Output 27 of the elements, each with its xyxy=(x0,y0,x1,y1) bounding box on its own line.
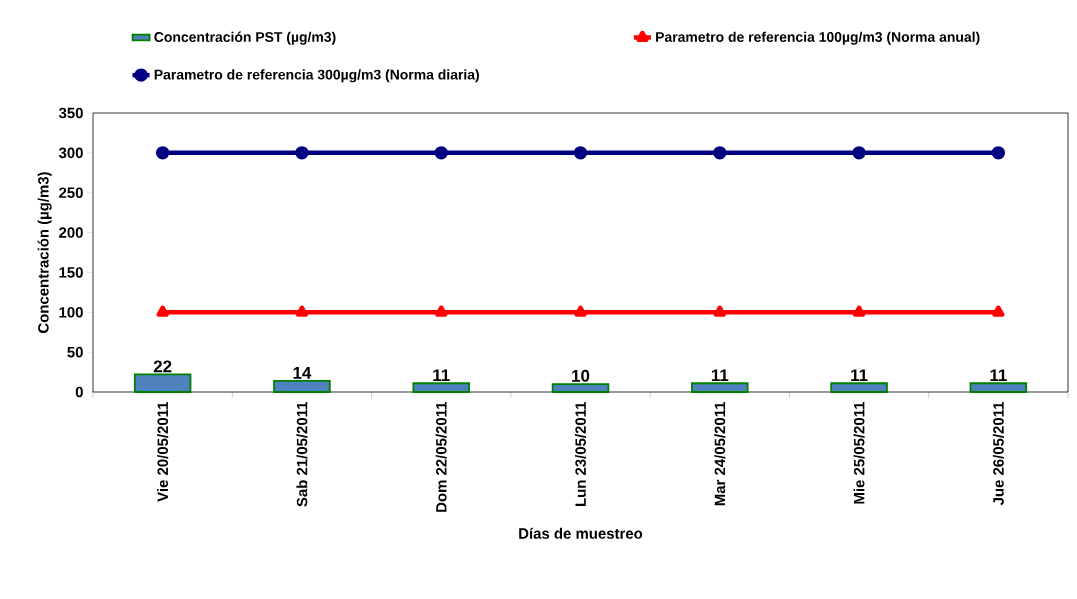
x-tick-label: Mie 25/05/2011 xyxy=(853,401,865,504)
legend-label: Parametro de referencia 100µg/m3 (Norma anual) xyxy=(656,31,980,45)
x-tick-label: Jue 26/05/2011 xyxy=(992,401,1004,506)
legend-label: Concentración PST (µg/m3) xyxy=(154,31,336,45)
y-tick-label: 100 xyxy=(59,306,83,318)
x-tick-label: Lun 23/05/2011 xyxy=(574,401,587,507)
y-axis-title: Concentración (µg/m3) xyxy=(37,172,52,333)
data-label: 10 xyxy=(572,369,590,382)
y-tick-label: 300 xyxy=(58,147,83,159)
x-tick-label: Sab 21/05/2011 xyxy=(296,401,308,507)
y-tick-label: 0 xyxy=(75,386,83,398)
y-tick-label: 200 xyxy=(59,227,83,238)
legend-label: Parametro de referencia 300µg/m3 (Norma diaria) xyxy=(154,69,479,83)
data-label: 14 xyxy=(293,366,312,379)
data-label: 11 xyxy=(433,369,450,382)
data-label: 22 xyxy=(153,360,172,373)
x-axis-title: Días de muestreo xyxy=(519,527,643,539)
y-tick-label: 250 xyxy=(59,187,83,198)
y-tick-label: 350 xyxy=(58,107,83,119)
y-tick-label: 150 xyxy=(59,267,83,278)
x-tick-label: Dom 22/05/2011 xyxy=(435,401,447,512)
x-tick-label: Mar 24/05/2011 xyxy=(714,401,726,506)
data-label: 11 xyxy=(851,369,868,382)
data-label: 11 xyxy=(990,369,1007,382)
y-tick-label: 50 xyxy=(67,346,83,358)
data-label: 11 xyxy=(711,369,729,382)
x-tick-label: Vie 20/05/2011 xyxy=(157,401,169,502)
